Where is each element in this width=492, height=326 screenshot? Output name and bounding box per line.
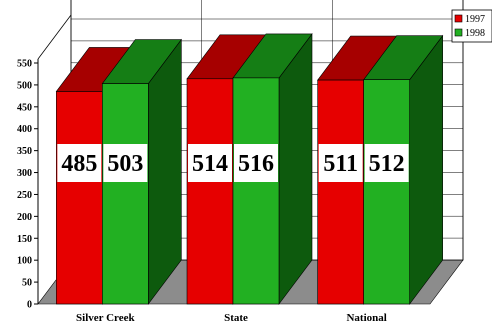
y-axis-top-edge xyxy=(37,14,72,60)
value-label-box xyxy=(188,144,232,182)
bar-1997-2 xyxy=(317,79,364,305)
bar-1997-1 xyxy=(186,78,234,305)
y-tick-label: 350 xyxy=(17,146,32,157)
y-tick-label: 200 xyxy=(17,212,32,223)
bar-1998-0 xyxy=(102,83,149,305)
category-labels: Silver Creek State National xyxy=(76,312,387,324)
value-label: 512 xyxy=(369,151,405,177)
y-tick-label: 0 xyxy=(27,300,32,311)
bar-side-1998-2 xyxy=(409,34,443,305)
y-tick-label: 450 xyxy=(17,102,32,113)
category-label: Silver Creek xyxy=(76,312,135,324)
bar-1998-2 xyxy=(363,79,410,305)
value-label: 516 xyxy=(238,151,274,177)
y-tick-label: 150 xyxy=(17,234,32,245)
legend-label-1998: 1998 xyxy=(465,28,485,39)
value-label: 511 xyxy=(323,151,358,177)
value-label: 514 xyxy=(192,151,228,177)
legend-swatch-1998 xyxy=(454,28,463,37)
bar-side-1998-0 xyxy=(148,38,182,305)
value-label-box xyxy=(318,144,363,182)
value-label: 485 xyxy=(61,151,97,177)
value-label-box xyxy=(103,144,148,182)
legend: 1997 1998 xyxy=(451,9,492,43)
y-tick-label: 100 xyxy=(17,256,32,267)
value-label-box xyxy=(364,144,409,182)
legend-label-1997: 1997 xyxy=(465,14,485,25)
y-tick-label: 250 xyxy=(17,190,32,201)
bar-1997-0 xyxy=(56,91,103,305)
y-tick-label: 500 xyxy=(17,80,32,91)
category-label: National xyxy=(346,312,386,324)
bar-side-1998-1 xyxy=(278,32,313,305)
bar-1998-1 xyxy=(232,77,280,305)
y-tick-labels: 0 50 100 150 200 250 300 350 400 450 500 550 xyxy=(17,59,32,311)
category-label: State xyxy=(224,312,248,324)
y-tick-label: 300 xyxy=(17,168,32,179)
y-tick-label: 50 xyxy=(22,278,32,289)
value-label-box xyxy=(234,144,278,182)
y-axis xyxy=(34,14,72,305)
value-label: 503 xyxy=(107,151,143,177)
legend-swatch-1997 xyxy=(454,14,463,23)
bars xyxy=(55,32,444,305)
y-tick-label: 400 xyxy=(17,124,32,135)
y-tick-label: 550 xyxy=(17,59,32,70)
value-labels: 485 503 514 516 511 512 xyxy=(57,144,409,182)
value-label-box xyxy=(57,144,102,182)
